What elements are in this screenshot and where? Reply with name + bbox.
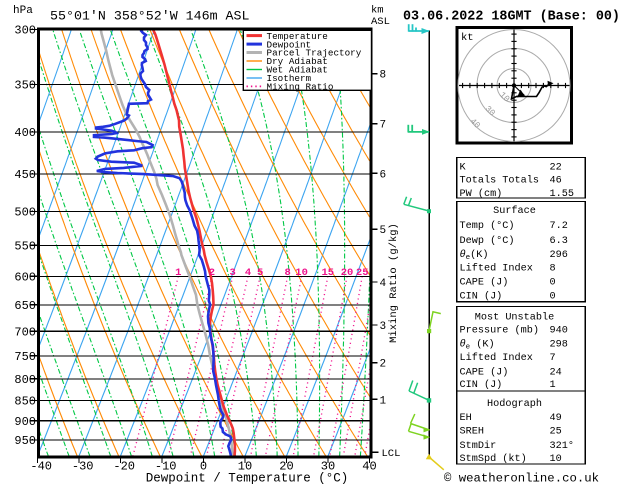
svg-text:CIN (J): CIN (J) <box>460 379 503 391</box>
svg-text:Lifted Index: Lifted Index <box>460 263 533 275</box>
svg-text:6: 6 <box>380 169 387 181</box>
svg-text:3: 3 <box>380 321 387 333</box>
svg-text:2: 2 <box>209 267 215 279</box>
svg-text:-40: -40 <box>30 460 52 474</box>
svg-text:0: 0 <box>200 460 207 474</box>
svg-text:θe (K): θe (K) <box>460 339 495 352</box>
svg-text:24: 24 <box>550 367 562 378</box>
svg-text:30: 30 <box>321 460 335 474</box>
svg-text:298: 298 <box>550 340 568 351</box>
svg-text:20: 20 <box>341 267 354 279</box>
svg-text:03.06.2022 18GMT (Base: 00): 03.06.2022 18GMT (Base: 00) <box>403 10 620 25</box>
svg-text:EH: EH <box>460 413 472 424</box>
svg-text:Surface: Surface <box>493 205 536 217</box>
svg-text:7: 7 <box>550 353 556 364</box>
svg-text:500: 500 <box>14 206 36 220</box>
svg-text:750: 750 <box>14 350 36 364</box>
svg-text:8: 8 <box>380 70 387 82</box>
svg-text:3: 3 <box>230 267 236 279</box>
svg-text:SREH: SREH <box>460 427 484 438</box>
svg-text:1: 1 <box>175 267 181 279</box>
svg-text:20: 20 <box>279 460 293 474</box>
svg-text:StmDir: StmDir <box>460 440 497 452</box>
svg-text:300: 300 <box>14 24 36 38</box>
svg-text:55°01'N 358°52'W 146m ASL: 55°01'N 358°52'W 146m ASL <box>50 9 250 24</box>
svg-text:1: 1 <box>550 380 556 391</box>
svg-text:46: 46 <box>550 176 562 187</box>
svg-text:400: 400 <box>14 126 36 140</box>
svg-text:K: K <box>460 163 467 174</box>
svg-text:49: 49 <box>550 413 562 424</box>
svg-text:940: 940 <box>550 325 568 336</box>
svg-text:Dewpoint: Dewpoint <box>267 39 312 50</box>
svg-text:hPa: hPa <box>13 5 33 17</box>
svg-text:CAPE (J): CAPE (J) <box>460 366 509 378</box>
svg-text:Dewpoint / Temperature (°C): Dewpoint / Temperature (°C) <box>146 472 349 486</box>
svg-text:Temp (°C): Temp (°C) <box>460 220 515 232</box>
svg-text:10: 10 <box>238 460 252 474</box>
svg-text:0: 0 <box>550 292 556 303</box>
svg-text:PW (cm): PW (cm) <box>460 188 503 200</box>
svg-text:CIN (J): CIN (J) <box>460 291 503 303</box>
svg-text:-20: -20 <box>113 460 135 474</box>
svg-text:θe(K): θe(K) <box>460 249 489 262</box>
svg-text:10: 10 <box>295 267 308 279</box>
svg-text:Lifted Index: Lifted Index <box>460 352 533 364</box>
svg-text:296: 296 <box>550 250 568 261</box>
svg-text:Wet Adiabat: Wet Adiabat <box>267 65 328 76</box>
svg-text:Parcel Trajectory: Parcel Trajectory <box>267 48 362 59</box>
svg-text:4: 4 <box>245 267 251 279</box>
svg-text:Mixing Ratio: Mixing Ratio <box>267 82 334 93</box>
svg-text:Isotherm: Isotherm <box>267 73 312 84</box>
svg-text:1: 1 <box>380 395 387 407</box>
svg-text:Mixing Ratio (g/kg): Mixing Ratio (g/kg) <box>388 223 400 343</box>
svg-text:5: 5 <box>380 225 387 237</box>
svg-text:Dewp (°C): Dewp (°C) <box>460 235 515 247</box>
svg-text:kt: kt <box>461 32 474 44</box>
svg-text:Temperature: Temperature <box>267 31 328 42</box>
svg-text:5: 5 <box>257 267 263 279</box>
svg-text:25: 25 <box>550 427 562 438</box>
svg-text:8: 8 <box>550 264 556 275</box>
svg-text:Most Unstable: Most Unstable <box>475 311 554 323</box>
svg-text:700: 700 <box>14 325 36 339</box>
svg-text:Dry Adiabat: Dry Adiabat <box>267 56 328 67</box>
svg-text:7: 7 <box>380 120 387 132</box>
svg-text:800: 800 <box>14 373 36 387</box>
svg-text:10: 10 <box>550 454 562 465</box>
svg-text:-30: -30 <box>72 460 94 474</box>
svg-text:850: 850 <box>14 395 36 409</box>
svg-text:© weatheronline.co.uk: © weatheronline.co.uk <box>444 472 599 486</box>
svg-text:StmSpd (kt): StmSpd (kt) <box>460 453 527 465</box>
svg-text:0: 0 <box>550 277 556 288</box>
svg-text:Totals Totals: Totals Totals <box>460 175 539 187</box>
svg-text:40: 40 <box>362 460 376 474</box>
svg-text:Hodograph: Hodograph <box>487 398 542 410</box>
svg-text:650: 650 <box>14 299 36 313</box>
svg-text:1.55: 1.55 <box>550 189 574 200</box>
svg-text:km: km <box>371 5 384 17</box>
svg-text:22: 22 <box>550 163 562 174</box>
svg-text:2: 2 <box>380 359 387 371</box>
svg-text:LCL: LCL <box>382 448 401 460</box>
svg-text:321°: 321° <box>550 440 574 452</box>
svg-text:-10: -10 <box>155 460 177 474</box>
svg-text:450: 450 <box>14 168 36 182</box>
svg-text:350: 350 <box>14 79 36 93</box>
svg-text:600: 600 <box>14 271 36 285</box>
svg-text:550: 550 <box>14 240 36 254</box>
svg-text:ASL: ASL <box>371 16 390 28</box>
svg-text:6.3: 6.3 <box>550 236 568 247</box>
svg-text:900: 900 <box>14 415 36 429</box>
svg-text:7.2: 7.2 <box>550 221 568 232</box>
svg-text:8: 8 <box>284 267 290 279</box>
svg-text:950: 950 <box>14 434 36 448</box>
svg-text:25: 25 <box>356 267 369 279</box>
svg-text:Pressure (mb): Pressure (mb) <box>460 324 539 336</box>
svg-text:CAPE (J): CAPE (J) <box>460 276 509 288</box>
svg-text:4: 4 <box>380 278 387 290</box>
svg-text:15: 15 <box>321 267 334 279</box>
